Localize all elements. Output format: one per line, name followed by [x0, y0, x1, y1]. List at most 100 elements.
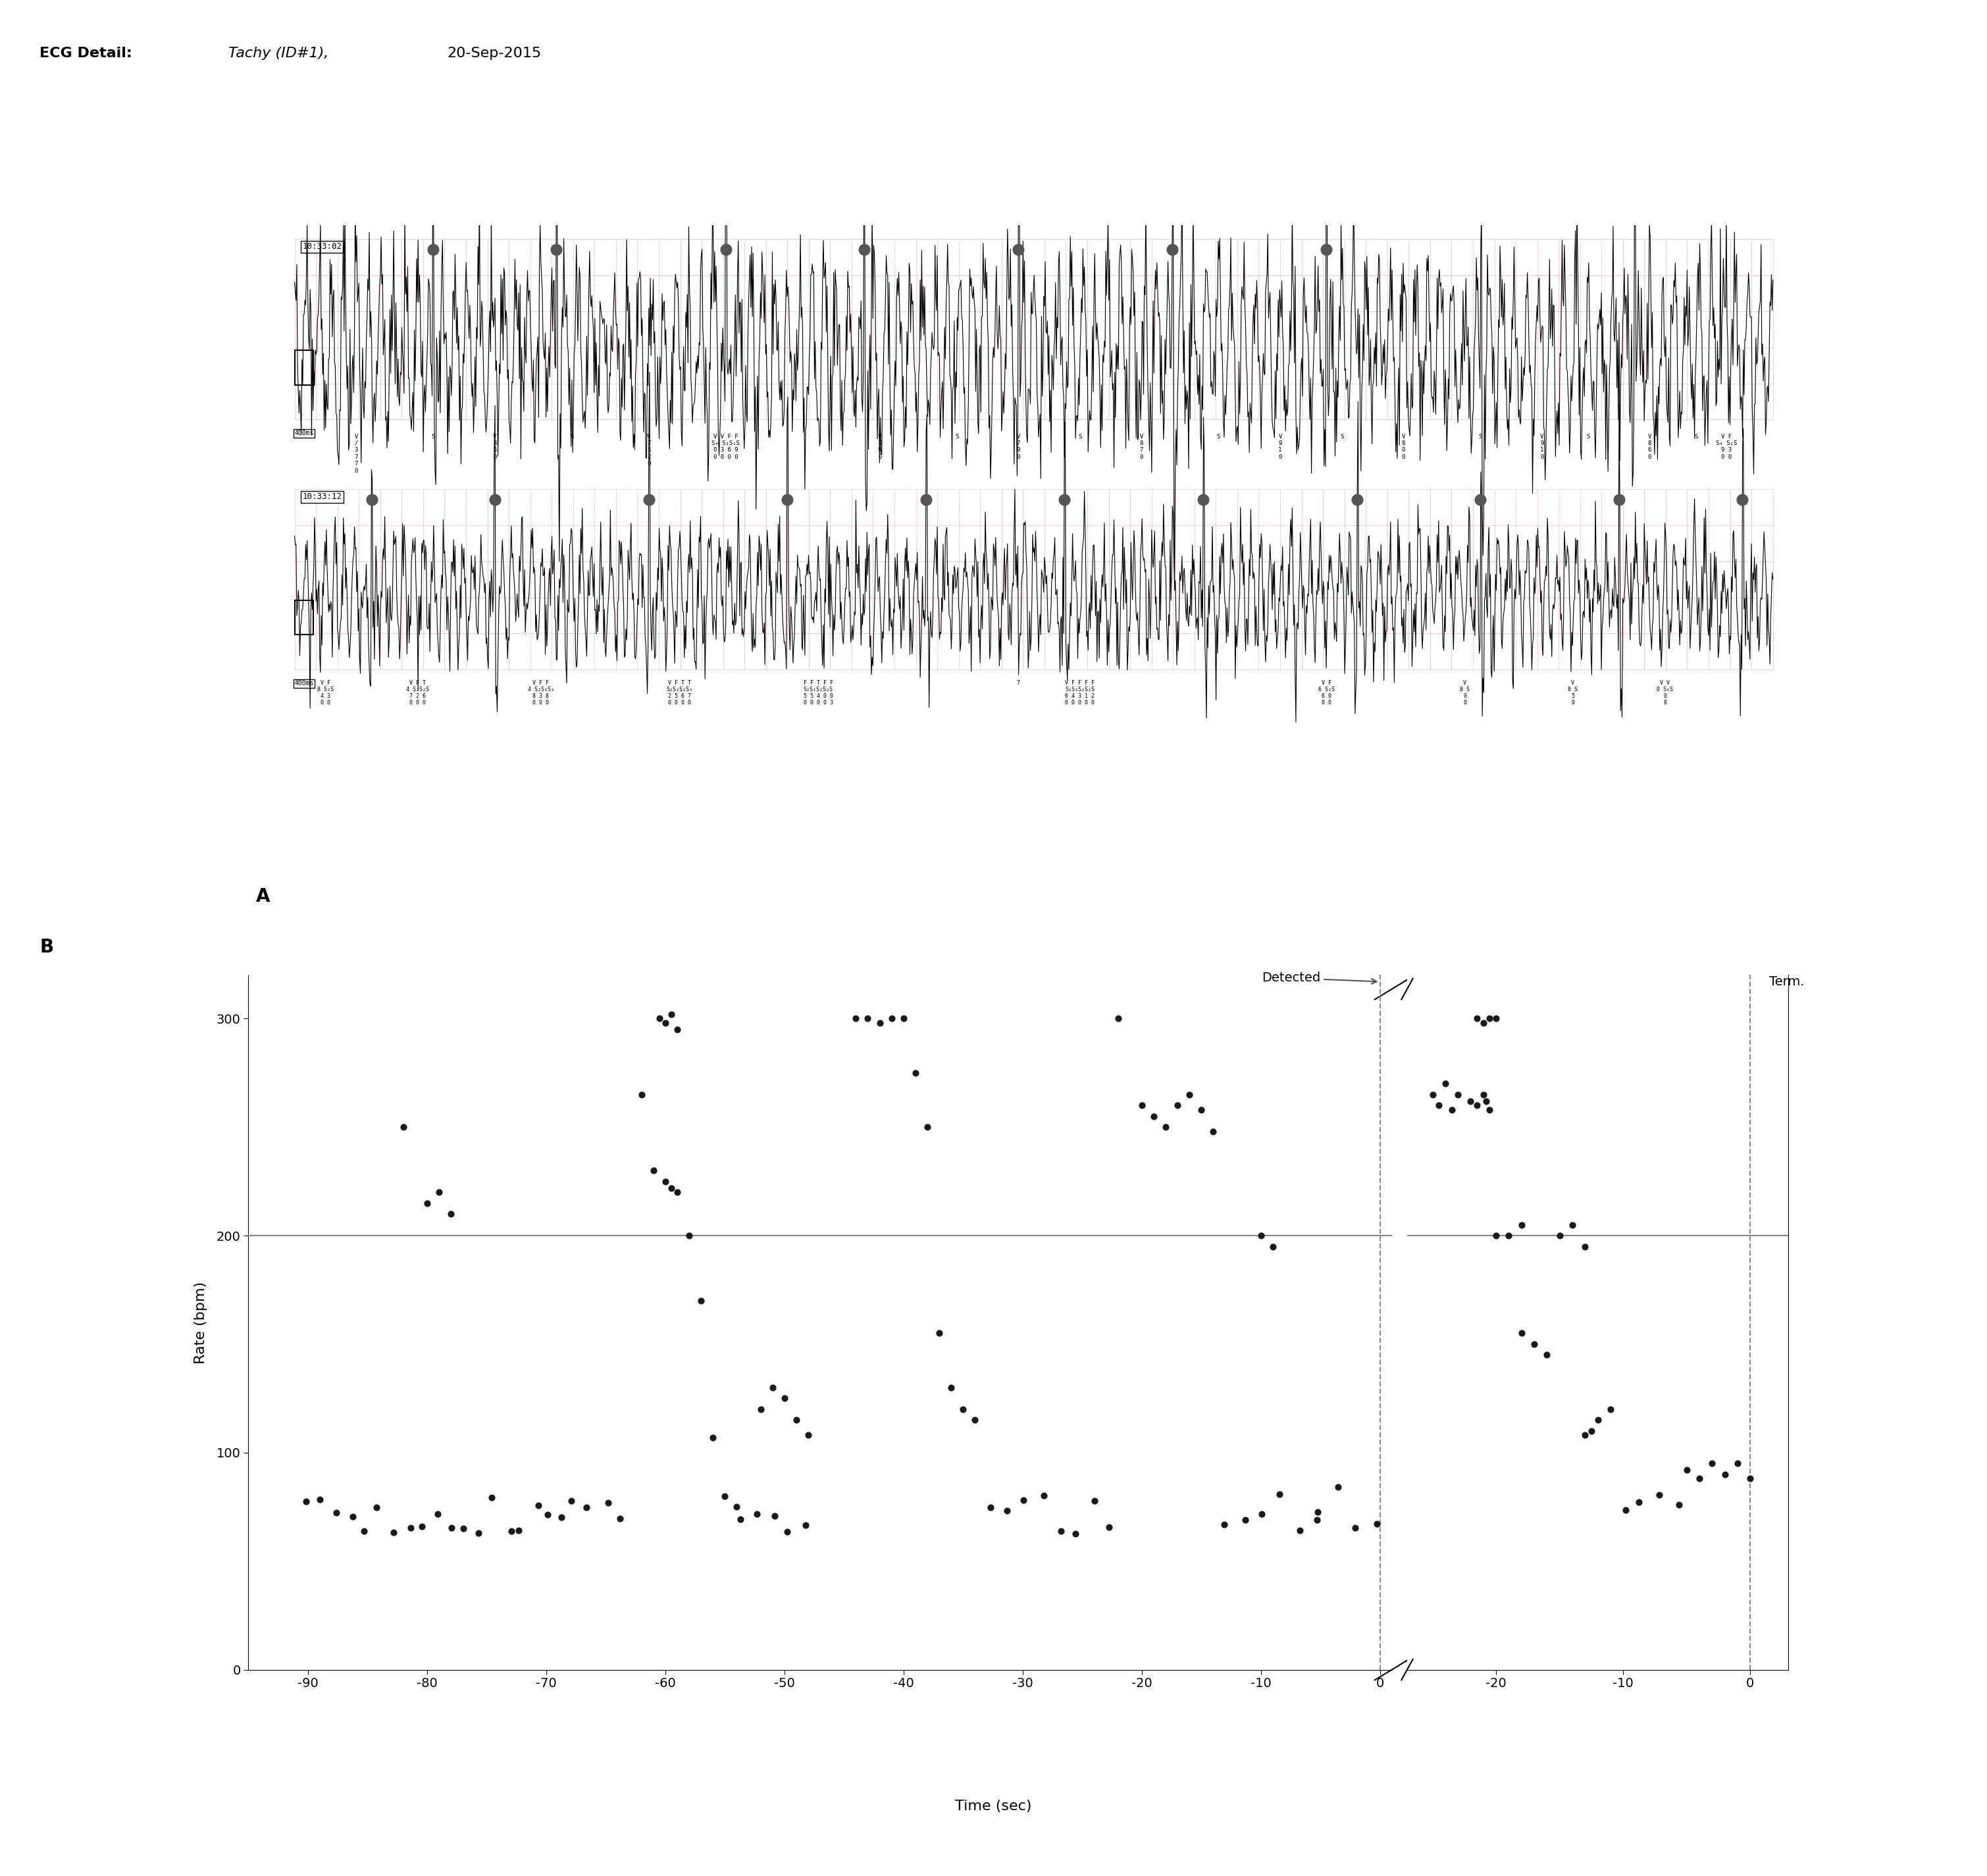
Text: Detected: Detected	[1262, 972, 1377, 985]
Text: V F T T
S₂S₂S₂S₃
2 5 6 7
0 0 0 0: V F T T S₂S₂S₂S₃ 2 5 6 7 0 0 0 0	[666, 679, 693, 705]
Point	[1582, 1405, 1613, 1435]
Point	[725, 1505, 757, 1535]
Point	[338, 1503, 370, 1533]
Point	[721, 1491, 753, 1521]
Point	[1480, 1004, 1512, 1034]
Point	[1721, 1448, 1753, 1478]
Point	[1284, 1516, 1315, 1546]
Point	[1246, 1499, 1278, 1529]
Text: V
8
6
0: V 8 6 0	[1647, 433, 1651, 460]
Point	[1532, 1339, 1564, 1369]
Point	[1139, 1101, 1170, 1131]
Point	[781, 1405, 813, 1435]
Point	[495, 1516, 527, 1546]
Point	[1246, 1221, 1278, 1251]
Point	[435, 1512, 467, 1542]
Point	[1103, 1004, 1135, 1034]
Point	[1468, 1007, 1500, 1037]
Point	[888, 1004, 920, 1034]
Point	[290, 1486, 322, 1516]
Point	[1045, 1516, 1077, 1546]
Point	[523, 1491, 554, 1521]
Point	[1594, 1394, 1625, 1424]
Point	[554, 1486, 586, 1516]
Point	[912, 1112, 944, 1142]
Point	[1576, 1416, 1607, 1446]
Point	[1059, 1518, 1091, 1548]
Text: V F
6 S₂S
6 0
0 0: V F 6 S₂S 6 0 0 0	[1317, 679, 1335, 705]
Text: Term.: Term.	[1768, 976, 1804, 989]
Text: V
7
5
2
0: V 7 5 2 0	[648, 433, 650, 467]
Text: Tachy (ID#1),: Tachy (ID#1),	[229, 47, 328, 60]
Point	[1460, 1004, 1492, 1034]
Point	[1556, 1210, 1588, 1240]
Point	[1474, 1004, 1506, 1034]
Point	[1162, 1090, 1194, 1120]
Point	[1460, 1090, 1492, 1120]
Text: V
7
9
0: V 7 9 0	[878, 433, 882, 460]
Text: V
8
7
0: V 8 7 0	[1141, 433, 1143, 460]
Point	[1623, 1488, 1655, 1518]
Text: B: B	[40, 938, 54, 957]
Point	[387, 1112, 419, 1142]
Point	[924, 1319, 956, 1349]
Text: S: S	[1586, 433, 1590, 439]
Point	[741, 1499, 773, 1529]
Point	[638, 1156, 670, 1186]
Text: F F T F F
S₂S₁S₂S₂S
5 5 4 0 0
0 0 0 0 3: F F T F F S₂S₁S₂S₂S 5 5 4 0 0 0 0 0 0 3	[803, 679, 833, 705]
Point	[378, 1518, 409, 1548]
Point	[1492, 1221, 1524, 1251]
Point	[1518, 1328, 1550, 1358]
Text: V
7
9
0: V 7 9 0	[1017, 433, 1019, 460]
Point	[1230, 1505, 1262, 1535]
Text: S: S	[1695, 433, 1697, 439]
Point	[533, 1499, 564, 1529]
Point	[769, 1383, 801, 1413]
Point	[1437, 1096, 1468, 1126]
Point	[1127, 1090, 1158, 1120]
Text: V
8 S
0
0: V 8 S 0 0	[1460, 679, 1470, 705]
Bar	[294, 351, 314, 385]
Point	[1079, 1486, 1111, 1516]
Point	[1735, 1463, 1766, 1493]
Point	[974, 1493, 1005, 1523]
Point	[793, 1420, 825, 1450]
Text: S: S	[956, 433, 958, 439]
Point	[1683, 1463, 1715, 1493]
Point	[650, 1167, 682, 1197]
Point	[304, 1484, 336, 1514]
Text: V F T
4 S₂S₂S
7 2 6
0 0 0: V F T 4 S₂S₂S 7 2 6 0 0 0	[405, 679, 429, 705]
Point	[662, 1176, 693, 1206]
Point	[1423, 1090, 1454, 1120]
Text: S: S	[1478, 433, 1482, 439]
Point	[570, 1491, 602, 1521]
Text: 400ms: 400ms	[294, 679, 314, 687]
Text: S: S	[1339, 433, 1343, 439]
Text: V
9
1
0: V 9 1 0	[1540, 433, 1544, 460]
Y-axis label: Rate (bpm): Rate (bpm)	[195, 1281, 207, 1364]
Point	[626, 1079, 658, 1109]
Text: 10:33:12: 10:33:12	[302, 493, 342, 501]
Point	[789, 1510, 821, 1540]
Text: V F
8 S₂S
4 3
0 0: V F 8 S₂S 4 3 0 0	[318, 679, 334, 705]
Point	[435, 1199, 467, 1229]
Text: A: A	[256, 887, 270, 906]
Text: 10:33:02: 10:33:02	[302, 242, 342, 251]
Point	[650, 1007, 682, 1037]
Text: ECG Detail:: ECG Detail:	[40, 47, 133, 60]
Point	[503, 1516, 535, 1546]
Point	[771, 1516, 803, 1546]
Point	[1301, 1497, 1333, 1527]
Point	[1258, 1231, 1290, 1261]
Text: V V F F
S₄ S₂S₁S
0 3 6 9
0 0 0 0: V V F F S₄ S₂S₁S 0 3 6 9 0 0 0 0	[711, 433, 739, 460]
Point	[876, 1004, 908, 1034]
Text: V
8
5
0: V 8 5 0	[493, 433, 497, 460]
Point	[1470, 1086, 1502, 1116]
Point	[1443, 1079, 1474, 1109]
Point	[421, 1499, 453, 1529]
Point	[841, 1004, 872, 1034]
Point	[852, 1004, 884, 1034]
Point	[1417, 1079, 1449, 1109]
Text: S: S	[431, 433, 435, 439]
Point	[447, 1514, 479, 1544]
